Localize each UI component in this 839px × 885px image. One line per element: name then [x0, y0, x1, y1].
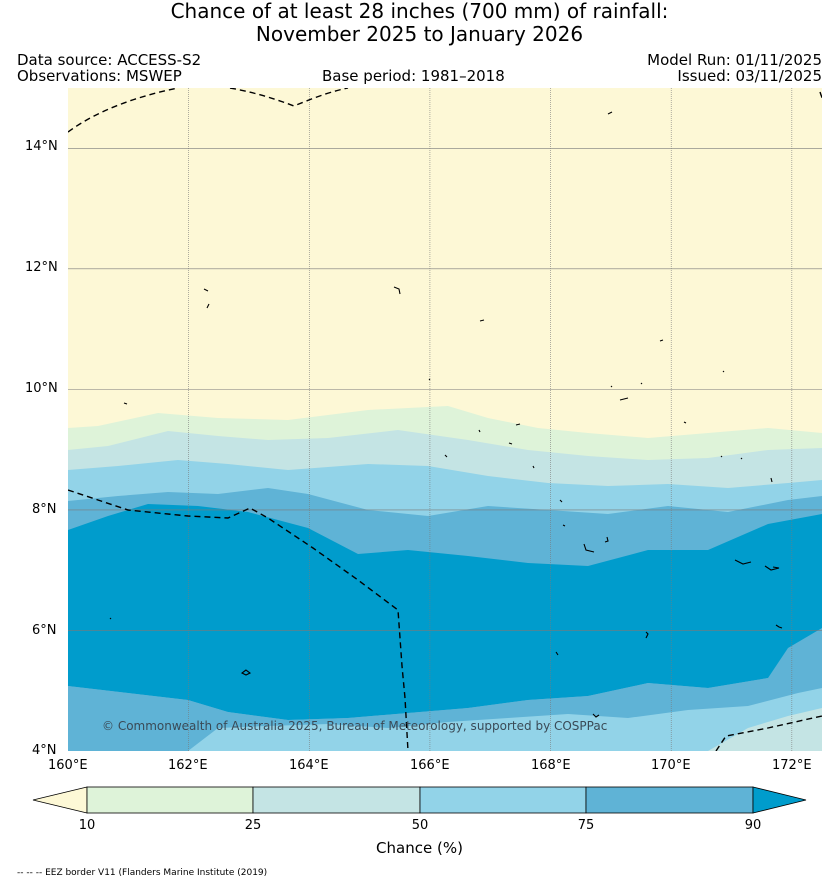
graticule	[68, 88, 822, 751]
colorbar-tick-25: 25	[244, 818, 262, 833]
map-title: Chance of at least 28 inches (700 mm) of…	[0, 0, 839, 46]
copyright-notice: © Commonwealth of Australia 2025, Bureau…	[102, 719, 608, 733]
lat-tick-14n: 14°N	[25, 139, 58, 154]
lon-tick-160e: 160°E	[48, 758, 88, 773]
eez-footnote: -- -- -- EEZ border V11 (Flanders Marine…	[17, 868, 268, 878]
lon-tick-168e: 168°E	[531, 758, 571, 773]
map-panel	[68, 88, 822, 751]
colorbar-tick-50: 50	[411, 818, 429, 833]
title-line-2: November 2025 to January 2026	[255, 22, 584, 46]
issued-label: Issued: 03/11/2025	[677, 67, 822, 85]
title-line-1: Chance of at least 28 inches (700 mm) of…	[170, 0, 669, 23]
colorbar-segment-10-25	[86, 786, 254, 814]
band-25-50-south	[708, 708, 822, 751]
colorbar-segment-75-90	[585, 786, 754, 814]
lat-tick-4n: 4°N	[32, 743, 57, 758]
colorbar-tick-10: 10	[78, 818, 96, 833]
colorbar-label: Chance (%)	[376, 839, 463, 857]
eez-border-north	[68, 88, 822, 133]
colorbar	[32, 786, 807, 814]
rainfall-map	[68, 88, 822, 751]
colorbar-segment-above-90	[752, 786, 807, 814]
lat-tick-10n: 10°N	[25, 381, 58, 396]
lon-tick-170e: 170°E	[651, 758, 691, 773]
lat-tick-8n: 8°N	[32, 502, 57, 517]
atolls	[109, 111, 783, 718]
lon-tick-162e: 162°E	[168, 758, 208, 773]
data-source-label: Data source: ACCESS-S2	[17, 51, 202, 69]
colorbar-segment-25-50	[252, 786, 421, 814]
colorbar-tick-75: 75	[577, 818, 595, 833]
band-above-90	[68, 504, 822, 720]
eez-border-south	[68, 489, 409, 751]
observations-label: Observations: MSWEP	[17, 67, 182, 85]
lon-tick-166e: 166°E	[410, 758, 450, 773]
colorbar-segment-below-10	[32, 786, 88, 814]
colorbar-segment-50-75	[419, 786, 587, 814]
lon-tick-172e: 172°E	[772, 758, 812, 773]
lat-tick-6n: 6°N	[32, 623, 57, 638]
colorbar-tick-90: 90	[744, 818, 762, 833]
model-run-label: Model Run: 01/11/2025	[647, 51, 822, 69]
band-50-75-south	[188, 688, 822, 751]
lon-tick-164e: 164°E	[289, 758, 329, 773]
base-period-label: Base period: 1981–2018	[322, 67, 505, 85]
lat-tick-12n: 12°N	[25, 260, 58, 275]
